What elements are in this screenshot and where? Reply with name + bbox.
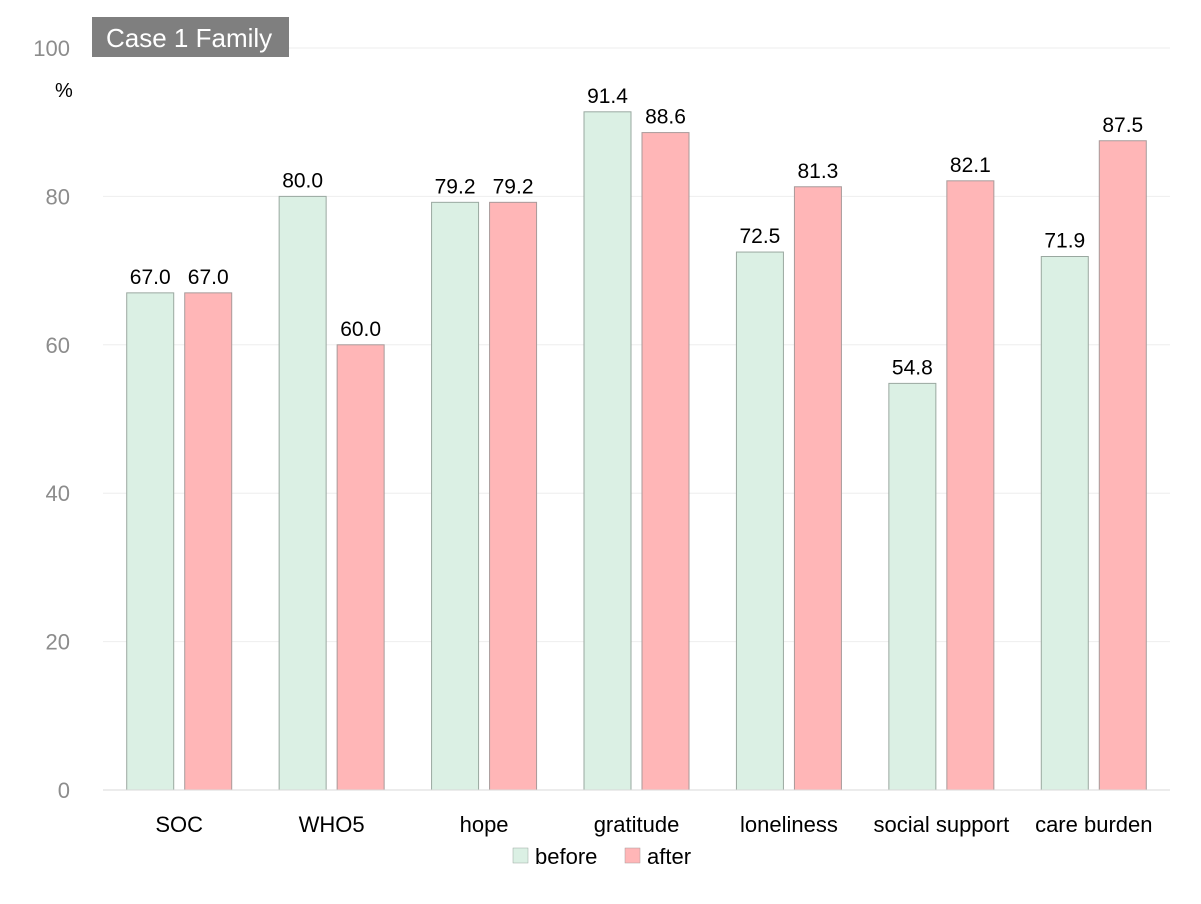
y-axis-ticks: 0 20 40 60 80 100 xyxy=(33,36,70,803)
bar-before-5 xyxy=(888,382,937,791)
y-tick-label: 40 xyxy=(46,481,70,506)
data-label-after-5: 82.1 xyxy=(950,154,991,177)
bars: 67.0 67.0 80.0 60.0 79.2 79.2 91.4 88.6 72.5 81.3… xyxy=(126,85,1147,791)
y-tick-label: 0 xyxy=(58,778,70,803)
data-label-after-6: 87.5 xyxy=(1102,114,1143,137)
bar-before-3 xyxy=(583,111,632,791)
y-tick-label: 60 xyxy=(46,333,70,358)
gridlines xyxy=(103,47,1170,643)
x-tick-label: care burden xyxy=(1035,812,1152,837)
legend-label-after: after xyxy=(647,844,691,869)
chart-title: Case 1 Family xyxy=(106,23,272,53)
data-label-before-1: 80.0 xyxy=(282,169,323,192)
bar-after-1 xyxy=(336,344,385,791)
data-label-before-6: 71.9 xyxy=(1044,230,1085,253)
bar-after-2 xyxy=(489,201,538,791)
bar-after-6 xyxy=(1098,140,1147,791)
data-label-after-3: 88.6 xyxy=(645,106,686,129)
chart-title-box: Case 1 Family xyxy=(92,17,289,57)
y-tick-label: 100 xyxy=(33,36,70,61)
data-label-after-1: 60.0 xyxy=(340,318,381,341)
bar-before-4 xyxy=(735,251,784,791)
bar-after-3 xyxy=(641,132,690,791)
bar-after-4 xyxy=(793,186,842,791)
legend: before after xyxy=(512,844,691,869)
data-label-before-3: 91.4 xyxy=(587,85,628,108)
y-tick-label: 20 xyxy=(46,630,70,655)
data-label-before-4: 72.5 xyxy=(739,225,780,248)
y-tick-label: 80 xyxy=(46,184,70,209)
data-label-before-2: 79.2 xyxy=(435,175,476,198)
bar-before-2 xyxy=(431,201,480,791)
data-label-before-5: 54.8 xyxy=(892,356,933,379)
x-tick-label: hope xyxy=(460,812,509,837)
x-tick-label: SOC xyxy=(155,812,203,837)
legend-label-before: before xyxy=(535,844,597,869)
data-label-after-4: 81.3 xyxy=(797,160,838,183)
data-label-before-0: 67.0 xyxy=(130,266,171,289)
x-tick-label: WHO5 xyxy=(299,812,365,837)
bar-before-1 xyxy=(278,195,327,791)
legend-swatch-before xyxy=(512,847,529,864)
chart-title-background xyxy=(92,17,289,57)
x-axis-ticks: SOC WHO5 hope gratitude loneliness social sup… xyxy=(155,812,1152,837)
bar-after-5 xyxy=(946,180,995,791)
bar-after-0 xyxy=(184,292,233,791)
x-tick-label: loneliness xyxy=(740,812,838,837)
x-tick-label: social support xyxy=(873,812,1009,837)
bar-before-6 xyxy=(1040,256,1089,791)
bar-before-0 xyxy=(126,292,175,791)
x-tick-label: gratitude xyxy=(594,812,680,837)
y-axis-unit-label: % xyxy=(55,80,73,102)
data-label-after-2: 79.2 xyxy=(493,175,534,198)
legend-swatch-after xyxy=(624,847,641,864)
data-label-after-0: 67.0 xyxy=(188,266,229,289)
